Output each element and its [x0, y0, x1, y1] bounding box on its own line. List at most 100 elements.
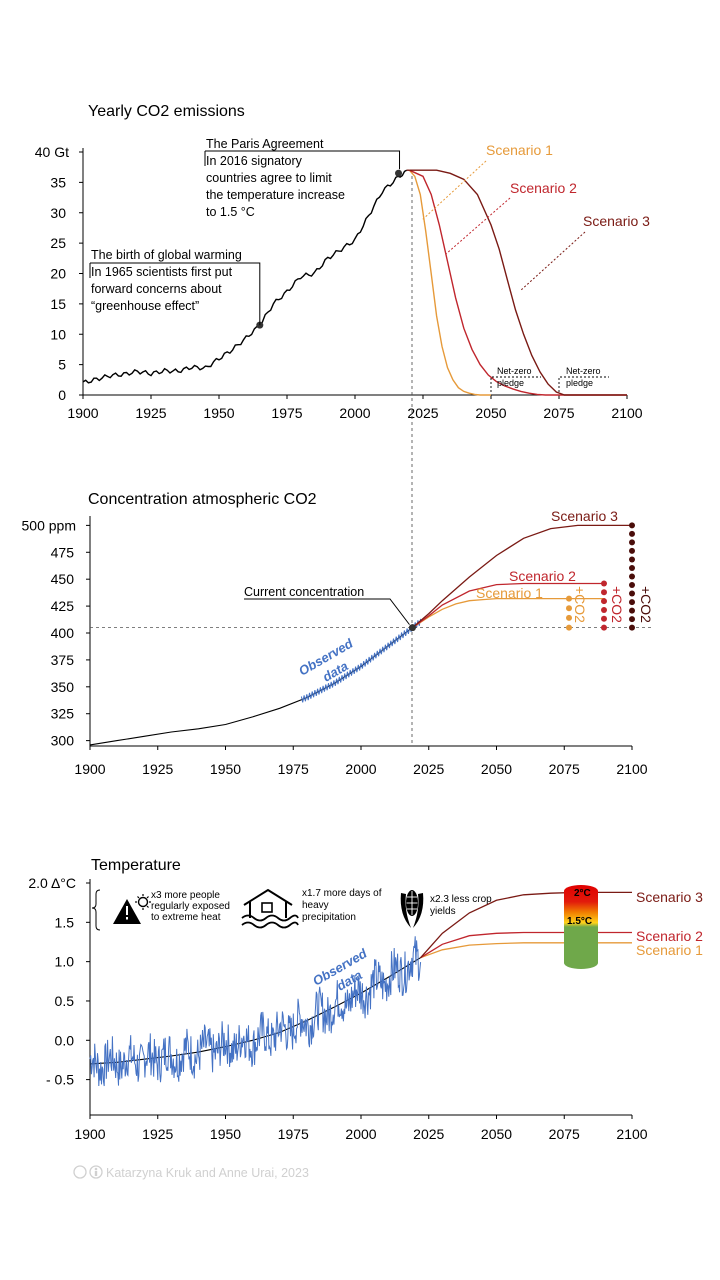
temperature-title: Temperature: [91, 857, 181, 874]
concentration-lines: [89, 398, 652, 746]
emissions-lines: [82, 150, 627, 398]
netzero-2075-text: pledge: [566, 378, 593, 388]
extreme-heat-icon: [113, 894, 151, 924]
x-tick-label: 2000: [345, 1126, 376, 1142]
temperature-observed-line: [89, 936, 422, 1087]
x-tick-label: 2050: [481, 761, 512, 777]
y-tick-label: 425: [51, 598, 75, 614]
emissions-label-scenario-1: Scenario 1: [486, 142, 553, 158]
annotation-birth-title: The birth of global warming: [91, 248, 242, 262]
thermometer-1-5c: 1.5°C: [567, 916, 592, 927]
x-tick-label: 2050: [475, 405, 506, 421]
x-tick-label: 2000: [345, 761, 376, 777]
netzero-2075-title: Net-zero: [566, 366, 601, 376]
co2-dot-scenario-1: [566, 605, 572, 612]
concentration-chart: Concentration atmospheric CO2 1900 1925 19…: [22, 398, 654, 777]
co2-dot-scenario-2: [601, 589, 607, 596]
emissions-label-scenario-3: Scenario 3: [583, 213, 650, 229]
impact-crop-line-1: x2.3 less crop: [430, 894, 492, 905]
co2-dot-scenario-1: [566, 595, 572, 602]
y-tick-label: 475: [51, 544, 75, 560]
y-tick-label: 450: [51, 571, 75, 587]
impact-precip-line-3: precipitation: [302, 912, 356, 923]
scenario-3-leader: [519, 231, 586, 292]
y-tick-label: 1.0: [55, 954, 75, 970]
annotation-birth-line-2: forward concerns about: [91, 282, 222, 296]
temperature-scenario-2-line: [420, 931, 632, 959]
cc-icon: [73, 1165, 87, 1179]
emissions-scenario-1-line: [408, 169, 491, 396]
x-tick-label: 1900: [74, 1126, 105, 1142]
co2-dot-scenario-3: [629, 547, 635, 554]
netzero-2050-text: pledge: [497, 378, 524, 388]
co2-dot-scenario-3: [629, 539, 635, 546]
x-tick-label: 2100: [611, 405, 642, 421]
x-tick-label: 2025: [407, 405, 438, 421]
co2-label-scenario-2: +CO2: [609, 586, 625, 623]
paris-leader: [205, 150, 401, 170]
annotation-paris-line-2: countries agree to limit: [206, 171, 332, 185]
temperature-scenario-1-line: [420, 942, 632, 959]
annotation-paris-line-4: to 1.5 °C: [206, 205, 255, 219]
co2-dot-scenario-3: [629, 624, 635, 631]
y-tick-label: 500 ppm: [22, 517, 76, 533]
co2-dot-scenario-3: [629, 530, 635, 537]
x-tick-label: 1900: [74, 761, 105, 777]
y-tick-label: 0.0: [55, 1032, 75, 1048]
emissions-historical-line: [82, 169, 408, 384]
flood-house-icon: [241, 888, 299, 929]
y-tick-label: 375: [51, 652, 75, 668]
current-concentration-marker: [408, 624, 416, 632]
x-tick-label: 1950: [210, 1126, 241, 1142]
x-tick-label: 1925: [142, 761, 173, 777]
co2-dot-scenario-2: [601, 607, 607, 613]
co2-label-scenario-3: +CO2: [638, 586, 654, 623]
y-tick-label: 35: [50, 174, 66, 190]
y-tick-label: 5: [58, 357, 66, 373]
thermometer: 2°C 1.5°C: [564, 885, 598, 969]
x-tick-label: 2025: [413, 761, 444, 777]
co2-dot-scenario-3: [629, 590, 635, 597]
co2-dot-scenario-1: [566, 624, 572, 631]
emissions-title: Yearly CO2 emissions: [88, 103, 245, 120]
y-tick-label: 300: [51, 733, 75, 749]
impact-brace: [91, 889, 101, 931]
co2-dot-scenario-2: [601, 624, 607, 631]
emissions-label-scenario-2: Scenario 2: [510, 180, 577, 196]
y-tick-label: 1.5: [55, 914, 75, 930]
scenario-2-leader: [445, 197, 511, 255]
corn-icon: [400, 890, 424, 928]
y-tick-label: 0.5: [55, 993, 75, 1009]
emissions-axes: 1900 1925 1950 1975 2000 2025 2050 2075 21000510…: [35, 144, 643, 421]
temperature-label-scenario-3: Scenario 3: [636, 889, 703, 905]
y-tick-label: 40 Gt: [35, 144, 69, 160]
paris-marker: [395, 169, 403, 177]
x-tick-label: 1975: [278, 761, 309, 777]
impact-heat-line-1: x3 more people: [151, 890, 220, 901]
concentration-label-scenario-3: Scenario 3: [551, 508, 618, 524]
concentration-fit-line: [89, 627, 413, 746]
impact-heat-line-3: to extreme heat: [151, 912, 221, 923]
y-tick-label: 25: [50, 235, 66, 251]
annotation-birth-line-3: “greenhouse effect”: [91, 299, 199, 313]
co2-label-scenario-1: +CO2: [572, 586, 588, 623]
concentration-axes: 1900 1925 1950 1975 2000 2025 2050 2075 2100 300 3…: [22, 516, 648, 777]
netzero-2075-bracket: [558, 376, 609, 392]
x-tick-label: 1925: [135, 405, 166, 421]
co2-dot-scenario-3: [629, 565, 635, 571]
y-tick-label: 30: [50, 205, 66, 221]
x-tick-label: 2050: [481, 1126, 512, 1142]
concentration-label-scenario-1: Scenario 1: [476, 585, 543, 601]
annotation-paris: The Paris Agreement In 2016 signatory co…: [206, 137, 345, 219]
scenario-1-leader: [421, 160, 487, 221]
y-tick-label: 400: [51, 625, 75, 641]
credit-text: Katarzyna Kruk and Anne Urai, 2023: [106, 1166, 309, 1180]
co2-dot-scenario-3: [629, 573, 635, 580]
x-tick-label: 2075: [549, 761, 580, 777]
x-tick-label: 1975: [278, 1126, 309, 1142]
emissions-chart: Yearly CO2 emissions 1900 1925 1950 1975 200…: [35, 103, 650, 421]
x-tick-label: 1900: [67, 405, 98, 421]
concentration-scenario-2-line: [412, 582, 605, 629]
co2-dot-scenario-2: [601, 598, 607, 605]
